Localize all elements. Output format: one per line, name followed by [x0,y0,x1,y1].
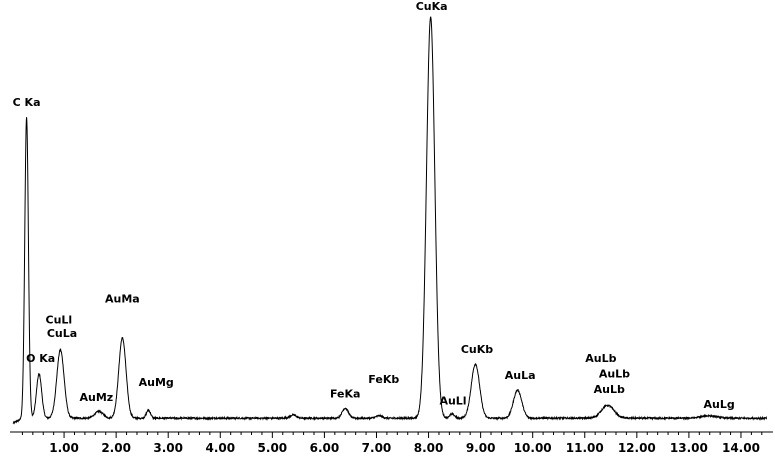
x-tick-label: 6.00 [310,441,340,455]
peak-label: AuLl [439,395,466,408]
peak-label: FeKa [330,388,360,401]
peak-label: AuLa [505,369,536,382]
x-tick-label: 12.00 [618,441,656,455]
peak-label: CuLa [47,327,77,340]
x-tick-label: 11.00 [566,441,604,455]
peak-label: AuMz [80,391,114,404]
peak-label: AuLb [599,368,630,381]
peak-label: AuMg [139,376,174,389]
peak-label: C Ka [13,96,41,109]
peak-label: FeKb [368,373,399,386]
x-tick-label: 14.00 [722,441,760,455]
peak-label: AuLb [594,383,625,396]
x-tick-label: 2.00 [101,441,131,455]
x-tick-label: 9.00 [466,441,496,455]
x-tick-label: 10.00 [514,441,552,455]
peak-label: CuKa [416,0,448,13]
peak-label: CuKb [461,343,493,356]
x-tick-label: 13.00 [670,441,708,455]
peak-label: O Ka [26,352,55,365]
x-tick-label: 7.00 [362,441,392,455]
peak-label: AuLb [585,352,616,365]
peak-label: AuMa [105,293,140,306]
peak-label: AuLg [703,398,734,411]
spectrum-line [12,16,768,425]
x-tick-label: 5.00 [258,441,288,455]
plot-area [12,16,768,425]
x-axis: 1.00 2.00 3.00 4.00 5.00 6.00 7.00 8.00 9.00 10.0… [10,431,773,455]
x-tick-label: 8.00 [414,441,444,455]
peak-label: CuLl [46,314,73,327]
x-tick-label: 3.00 [153,441,183,455]
x-tick-label: 4.00 [205,441,235,455]
x-tick-label: 1.00 [49,441,79,455]
